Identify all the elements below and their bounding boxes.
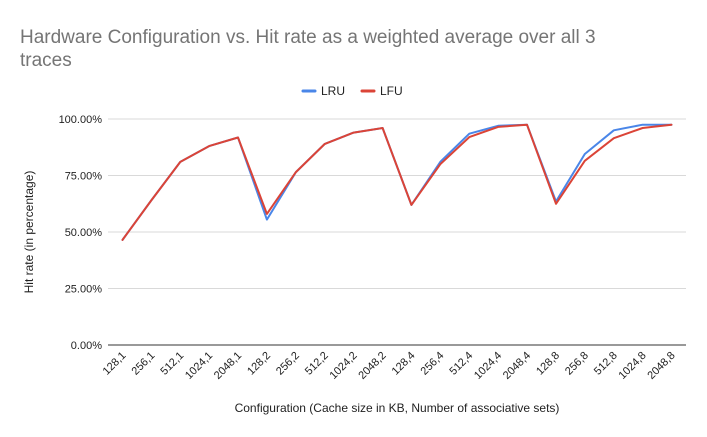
x-tick-label: 128,2 xyxy=(245,350,273,378)
x-tick-label: 256,2 xyxy=(274,350,302,378)
x-tick-label: 1024,2 xyxy=(327,350,359,382)
legend-label-lfu: LFU xyxy=(380,84,403,98)
x-axis-title: Configuration (Cache size in KB, Number … xyxy=(235,401,560,415)
y-tick-label: 0.00% xyxy=(71,340,102,352)
x-tick-label: 2048,4 xyxy=(501,350,533,382)
y-tick-label: 25.00% xyxy=(65,284,103,296)
x-tick-label: 2048,1 xyxy=(212,350,244,382)
chart-title-line-2: traces xyxy=(20,50,72,71)
chart-title-line-1: Hardware Configuration vs. Hit rate as a… xyxy=(20,27,596,48)
x-tick-label: 256,1 xyxy=(130,350,158,378)
y-tick-label: 50.00% xyxy=(65,227,103,239)
x-tick-label: 128,4 xyxy=(390,350,418,378)
x-tick-label: 128,8 xyxy=(534,350,562,378)
series-group xyxy=(121,123,673,241)
grid-lines xyxy=(108,118,686,346)
y-tick-label: 100.00% xyxy=(59,114,103,126)
x-tick-label: 128,1 xyxy=(101,350,129,378)
x-tick-label: 1024,8 xyxy=(616,350,648,382)
series-line-lru xyxy=(121,123,673,241)
y-axis-ticks: 0.00% 25.00% 50.00% 75.00% 100.00% xyxy=(59,114,103,352)
x-tick-label: 2048,2 xyxy=(356,350,388,382)
x-tick-label: 1024,1 xyxy=(183,350,215,382)
x-tick-label: 256,4 xyxy=(419,350,447,378)
x-tick-label: 1024,4 xyxy=(472,350,504,382)
legend-label-lru: LRU xyxy=(321,84,345,98)
y-axis-title: Hit rate (in percentage) xyxy=(22,171,36,294)
legend: LRU LFU xyxy=(301,84,403,98)
x-tick-label: 256,8 xyxy=(563,350,591,378)
series-line-lfu xyxy=(121,123,673,241)
y-tick-label: 75.00% xyxy=(65,171,103,183)
x-tick-label: 2048,8 xyxy=(645,350,677,382)
